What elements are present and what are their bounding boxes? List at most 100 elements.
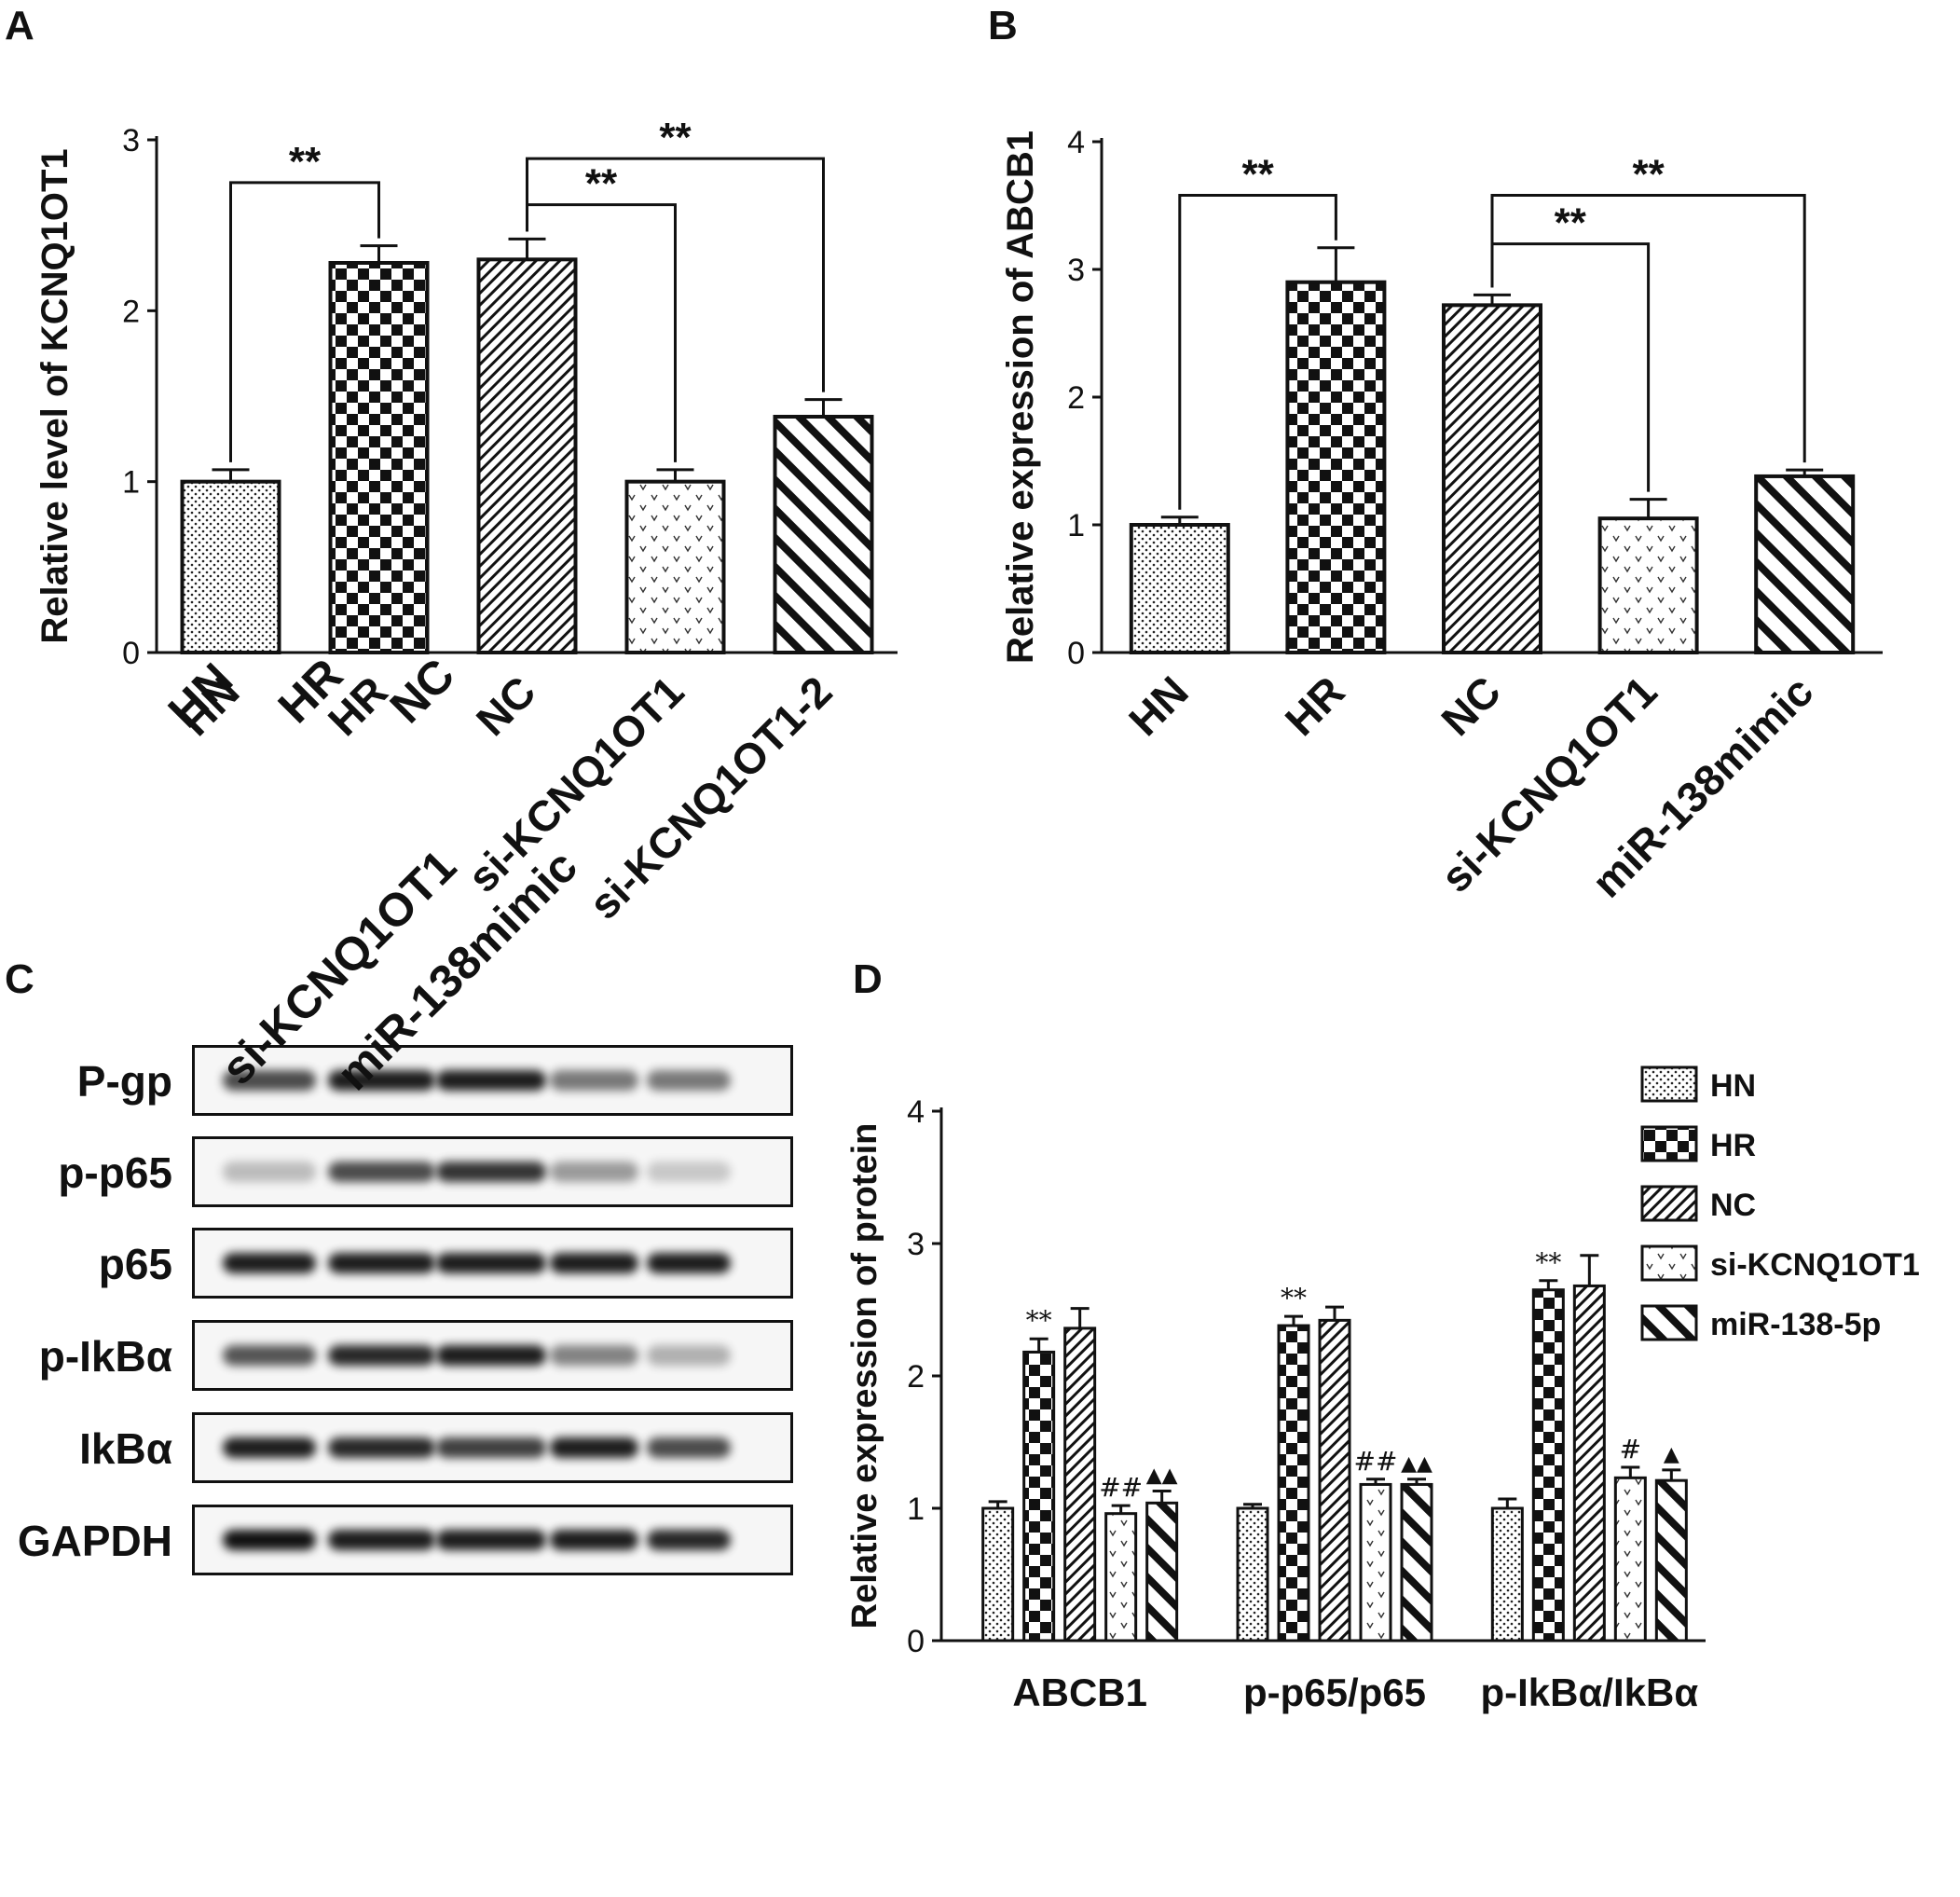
chart-a-bar-hr (328, 261, 430, 654)
chart-b-bar-si-kcnq1ot1 (1597, 516, 1699, 655)
chart-a-x-tick-label: HN (171, 667, 249, 745)
chart-a-bar-hn (180, 479, 281, 655)
blot-band (549, 1437, 638, 1458)
chart-d-significance-mark: ** (1281, 1283, 1307, 1313)
chart-b-y-axis-label: Relative expression of ABCB1 (1000, 131, 1041, 664)
chart-b-significance-label: ** (1555, 200, 1587, 246)
blot-band (647, 1162, 731, 1182)
chart-a-y-tick-label: 0 (122, 636, 140, 671)
chart-b-significance-bracket (1490, 194, 1806, 463)
chart-b-x-tick-label: HN (1119, 667, 1198, 745)
blot-row-0: P-gp (0, 1041, 820, 1121)
blot-band (436, 1345, 546, 1366)
chart-b-bar-hr (1285, 280, 1387, 654)
blot-row-label: p-p65 (58, 1148, 172, 1197)
blot-band (223, 1437, 316, 1458)
blot-band (223, 1530, 316, 1550)
chart-d-y-tick-label: 3 (907, 1227, 925, 1262)
chart-a-significance-label: ** (585, 161, 618, 207)
chart-d-bar (1022, 1350, 1056, 1643)
blot-strip (192, 1136, 793, 1207)
blot-band (223, 1253, 316, 1273)
chart-d-bar (981, 1506, 1015, 1643)
blot-band (223, 1070, 316, 1091)
chart-d-bar (1613, 1476, 1647, 1643)
chart-d-x-tick-label: ABCB1 (1012, 1670, 1147, 1714)
chart-d-legend-label: NC (1710, 1188, 1756, 1223)
blot-band (327, 1437, 435, 1458)
blot-band (436, 1253, 546, 1273)
chart-b-bar-mir-138mimic (1754, 474, 1856, 654)
chart-d-legend-swatch (1640, 1065, 1698, 1103)
blot-band (647, 1530, 731, 1550)
chart-d-y-tick-label: 2 (907, 1359, 925, 1395)
blot-row-1: p-p65 (0, 1133, 820, 1213)
chart-d-bar (1572, 1284, 1606, 1643)
chart-d-y-tick-label: 1 (907, 1491, 925, 1527)
blot-band (327, 1162, 435, 1182)
chart-d-bar (1359, 1482, 1392, 1643)
blot-strip (192, 1228, 793, 1299)
chart-b-y-tick-label: 4 (1067, 125, 1085, 160)
chart-d-y-tick-label: 4 (907, 1094, 925, 1130)
blot-band (223, 1162, 316, 1182)
chart-d-bar (1236, 1506, 1269, 1643)
blot-row-3: p-IkBα (0, 1316, 820, 1396)
chart-d-bar (1277, 1324, 1310, 1643)
chart-b-bar-nc (1442, 303, 1542, 654)
chart-d-x-tick-label: p-p65/p65 (1243, 1670, 1426, 1714)
chart-a-y-tick-label: 2 (122, 294, 140, 329)
chart-b-significance-bracket (1178, 194, 1337, 510)
blot-strip (192, 1505, 793, 1575)
chart-d-significance-mark: # (1620, 1434, 1641, 1464)
blot-band (327, 1345, 435, 1366)
chart-d-significance-mark: ▲▲ (1401, 1452, 1432, 1476)
blot-row-4: IkBα (0, 1409, 820, 1489)
blot-band (436, 1437, 546, 1458)
blot-band (436, 1070, 546, 1091)
chart-d-legend-label: HR (1710, 1128, 1756, 1163)
chart-b-y-tick-label: 0 (1067, 636, 1085, 671)
chart-d-significance-mark: ## (1099, 1472, 1143, 1503)
blot-row-label: IkBα (79, 1424, 172, 1473)
chart-a-bar-si-kcnq1ot1-2 (773, 415, 874, 654)
chart-d-legend-label: HN (1710, 1068, 1756, 1104)
blot-band (436, 1530, 546, 1550)
chart-d-bar (1531, 1288, 1565, 1643)
western-blot-panel: P-gp p-p65 p65 p-IkBα IkBα GAPDH HN HR NC si-KCN… (0, 649, 820, 1897)
chart-d-bar (1490, 1506, 1524, 1643)
chart-b-y-tick-label: 1 (1067, 508, 1085, 543)
chart-d-legend-swatch (1640, 1125, 1698, 1162)
chart-a-y-axis-label: Relative level of KCNQ1OT1 (34, 148, 75, 643)
blot-row-2: p65 (0, 1224, 820, 1304)
chart-d-bar (1063, 1327, 1097, 1643)
blot-row-label: P-gp (76, 1057, 172, 1106)
blot-band (436, 1162, 546, 1182)
chart-b-x-tick-label: HR (1276, 667, 1354, 745)
blot-strip (192, 1320, 793, 1391)
chart-a-y-tick-label: 1 (122, 465, 140, 501)
blot-band (327, 1253, 435, 1273)
blot-row-label: p-IkBα (38, 1332, 172, 1381)
blot-band (549, 1345, 638, 1366)
blot-row-5: GAPDH (0, 1501, 820, 1581)
blot-strip (192, 1045, 793, 1116)
chart-a-bar-nc (476, 257, 578, 654)
blot-band (223, 1345, 316, 1366)
blot-strip (192, 1412, 793, 1483)
chart-d-bar (1400, 1482, 1433, 1643)
chart-d-significance-mark: ## (1354, 1446, 1398, 1477)
panel-label-a: A (5, 3, 34, 48)
blot-band (647, 1070, 731, 1091)
chart-d-legend-label: miR-138-5p (1710, 1307, 1881, 1342)
chart-a-x-tick-label: NC (467, 667, 545, 745)
chart-a-significance-label: ** (289, 139, 322, 185)
blot-band (549, 1162, 638, 1182)
chart-b-significance-label: ** (1632, 152, 1665, 198)
chart-d-significance-mark: ** (1026, 1305, 1052, 1336)
blot-band (647, 1437, 731, 1458)
chart-b-x-tick-label: NC (1432, 667, 1510, 745)
